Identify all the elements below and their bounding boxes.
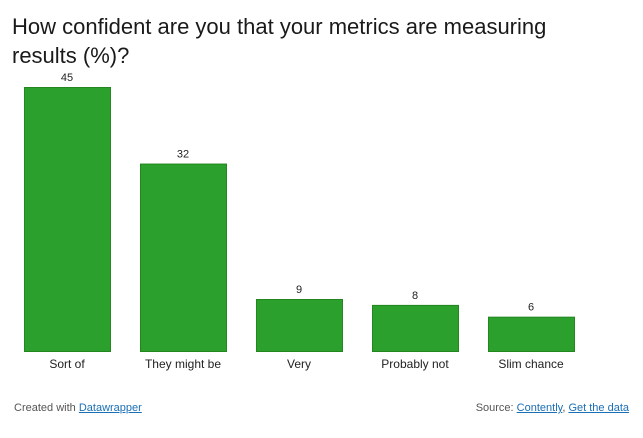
bar-value-label: 32 xyxy=(177,149,189,161)
chart-title: How confident are you that your metrics … xyxy=(12,14,547,68)
bar-probably-not xyxy=(372,304,459,352)
category-label: Slim chance xyxy=(498,357,564,371)
bar-value-label: 8 xyxy=(412,290,418,302)
created-with-text: Created with xyxy=(14,402,76,414)
bar-slim-chance xyxy=(488,316,575,352)
category-label: They might be xyxy=(145,357,221,371)
source-link[interactable]: Contently xyxy=(516,402,563,414)
source-separator: , xyxy=(562,402,566,414)
footer-credit: Created with Datawrapper xyxy=(14,402,142,414)
bar-value-label: 9 xyxy=(296,284,302,296)
bar-they-might-be xyxy=(140,163,227,352)
bar-value-label: 45 xyxy=(61,72,73,84)
category-label: Sort of xyxy=(49,357,85,371)
footer-source: Source: Contently, Get the data xyxy=(476,402,629,414)
category-label: Very xyxy=(287,357,311,371)
category-label: Probably not xyxy=(381,357,449,371)
bar-value-label: 6 xyxy=(528,302,534,314)
bar-very xyxy=(256,299,343,352)
source-label: Source: xyxy=(475,402,514,414)
datawrapper-link[interactable]: Datawrapper xyxy=(78,402,142,414)
get-the-data-link[interactable]: Get the data xyxy=(568,402,629,414)
bar-sort-of xyxy=(24,87,111,352)
